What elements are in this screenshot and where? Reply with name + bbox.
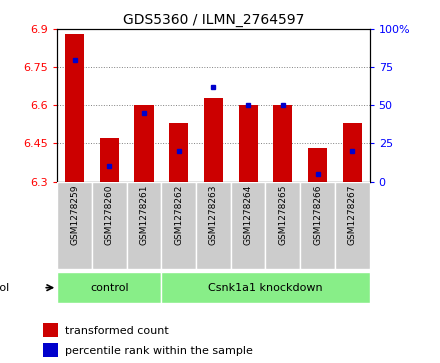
Text: percentile rank within the sample: percentile rank within the sample [65, 346, 253, 356]
Bar [196, 182, 231, 269]
Text: GSM1278266: GSM1278266 [313, 185, 322, 245]
Title: GDS5360 / ILMN_2764597: GDS5360 / ILMN_2764597 [123, 13, 304, 26]
Bar [100, 138, 119, 182]
Bar [57, 272, 161, 303]
Text: Csnk1a1 knockdown: Csnk1a1 knockdown [208, 283, 323, 293]
Bar [273, 105, 292, 182]
Bar [169, 123, 188, 182]
Text: GSM1278260: GSM1278260 [105, 185, 114, 245]
Bar [135, 105, 154, 182]
Bar [57, 182, 92, 269]
Bar [335, 182, 370, 269]
Text: GSM1278264: GSM1278264 [244, 185, 253, 245]
Text: GSM1278265: GSM1278265 [279, 185, 287, 245]
Bar [204, 98, 223, 182]
Bar [343, 123, 362, 182]
Text: GSM1278262: GSM1278262 [174, 185, 183, 245]
Bar [65, 34, 84, 182]
Bar [92, 182, 127, 269]
Bar [231, 182, 265, 269]
Text: transformed count: transformed count [65, 326, 169, 336]
Text: protocol: protocol [0, 283, 9, 293]
Bar [43, 323, 58, 338]
Text: GSM1278263: GSM1278263 [209, 185, 218, 245]
Text: control: control [90, 283, 128, 293]
Bar [161, 182, 196, 269]
Bar [238, 105, 258, 182]
Text: GSM1278259: GSM1278259 [70, 185, 79, 245]
Text: GSM1278267: GSM1278267 [348, 185, 357, 245]
Bar [265, 182, 300, 269]
Bar [300, 182, 335, 269]
Text: GSM1278261: GSM1278261 [139, 185, 148, 245]
Bar [43, 343, 58, 357]
Bar [161, 272, 370, 303]
Bar [127, 182, 161, 269]
Bar [308, 148, 327, 182]
